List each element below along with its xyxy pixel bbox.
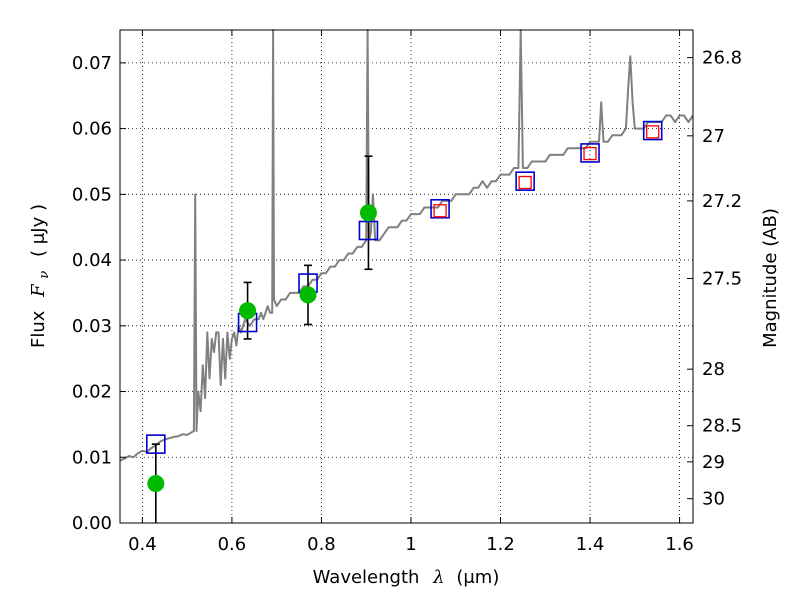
observed-circle-point — [299, 286, 317, 304]
y-tick-label: 0.04 — [72, 250, 112, 271]
observed-circle-point — [239, 302, 257, 320]
x-tick-label: 1 — [405, 534, 416, 555]
y-axis-subscript: ν — [37, 271, 52, 279]
model-square-point — [430, 198, 450, 219]
y-tick-label: 0.01 — [72, 447, 112, 468]
x-tick-label: 0.6 — [218, 534, 247, 555]
grid — [120, 30, 693, 524]
y-axis-unit: ( μJy ) — [28, 204, 49, 257]
plot-frame — [119, 29, 694, 524]
x-axis-symbol: λ — [432, 567, 444, 588]
observed-square-point — [583, 146, 597, 161]
model-square-point — [358, 220, 379, 241]
y-tick-label: 0.02 — [72, 382, 112, 403]
y2-tick-label: 27.2 — [702, 191, 742, 212]
y-tick-label: 0.06 — [72, 119, 112, 140]
x-axis-title: Wavelength λ (μm) — [313, 567, 500, 588]
y2-tick-label: 30 — [702, 489, 725, 510]
y2-tick-label: 27 — [702, 126, 725, 147]
y2-tick-label: 28 — [702, 359, 725, 380]
error-bars — [151, 155, 373, 523]
y-tick-label: 0.07 — [72, 53, 112, 74]
x-axis-unit: (μm) — [456, 567, 499, 588]
y-tick-label: 0.03 — [72, 316, 112, 337]
x-tick-label: 1.4 — [576, 534, 605, 555]
y-axis-symbol: F — [28, 283, 49, 298]
observed-square-point — [518, 175, 532, 190]
y2-tick-label: 29 — [702, 452, 725, 473]
spectrum-series — [119, 29, 694, 462]
x-tick-label: 1.2 — [486, 534, 515, 555]
y-tick-label: 0.05 — [72, 184, 112, 205]
y2-tick-label: 27.5 — [702, 268, 742, 289]
axis-ticks: 0.4 0.6 0.8 1 1.2 1.4 1.6 0.00 0.01 0.02 0.03 0.04 0… — [72, 30, 742, 555]
observed-circle-point — [147, 475, 165, 493]
spectrum-line — [119, 29, 694, 462]
model-square-point — [515, 171, 535, 191]
x-tick-label: 1.6 — [665, 534, 694, 555]
y-axis-title-text: Flux — [28, 310, 49, 348]
y2-axis-title: Magnitude (AB) — [760, 208, 781, 348]
x-tick-label: 0.8 — [307, 534, 336, 555]
observed-circle-point — [359, 204, 377, 222]
model-square-point — [642, 120, 663, 141]
x-tick-label: 0.4 — [128, 534, 157, 555]
x-axis-title-text: Wavelength — [313, 567, 420, 588]
y-axis-title: Flux F ν ( μJy ) — [28, 204, 53, 348]
y-tick-label: 0.00 — [72, 513, 112, 534]
y2-tick-label: 26.8 — [702, 48, 742, 69]
observed-square-point — [646, 125, 660, 139]
y2-tick-label: 28.5 — [702, 416, 742, 437]
model-square-point — [146, 434, 166, 454]
model-square-point — [580, 143, 600, 163]
photometry-markers — [146, 120, 663, 493]
observed-square-point — [433, 204, 447, 218]
